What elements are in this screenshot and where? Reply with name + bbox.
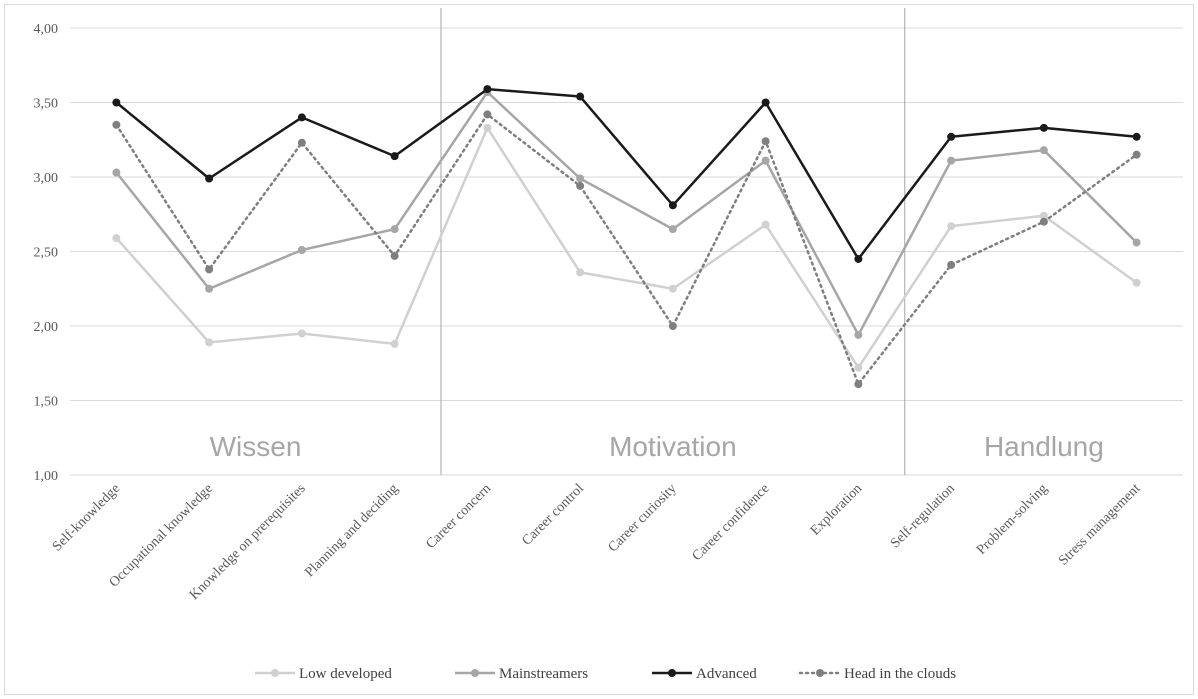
x-tick-label: Exploration [808, 481, 865, 538]
data-point [947, 132, 956, 141]
data-point [576, 174, 585, 183]
x-tick-label: Occupational knowledge [107, 481, 216, 590]
series-mainstreamers [112, 88, 1141, 339]
data-point [1039, 146, 1048, 155]
data-point [668, 322, 677, 330]
x-tick-label: Self-regulation [888, 481, 958, 551]
data-point [112, 120, 121, 129]
data-point [1132, 150, 1141, 159]
legend-item-low-developed: Low developed [255, 666, 392, 682]
legend-swatch-marker [668, 669, 676, 677]
section-label-wissen: Wissen [210, 431, 302, 462]
data-point [761, 137, 770, 146]
data-point [854, 330, 863, 339]
data-point [1039, 217, 1048, 226]
legend-item-advanced: Advanced [652, 666, 757, 682]
y-tick-label: 1,50 [34, 395, 59, 410]
legend-label: Low developed [299, 666, 392, 682]
data-point [854, 380, 863, 389]
gridlines [70, 27, 1183, 476]
data-point [205, 284, 214, 293]
y-axis-tick-labels: 1,00 1,50 2,00 2,50 3,00 3,50 4,00 [34, 22, 59, 484]
data-point [668, 225, 677, 234]
series-line [115, 126, 1138, 369]
section-label-motivation: Motivation [609, 431, 737, 462]
x-tick-label: Planning and deciding [302, 481, 401, 580]
legend-item-head-in-the-clouds: Head in the clouds [798, 666, 956, 682]
x-tick-label: Career curiosity [606, 481, 680, 555]
data-point [390, 225, 399, 234]
data-point [668, 284, 677, 293]
data-point [576, 268, 585, 277]
y-tick-label: 3,00 [34, 171, 59, 186]
data-point [854, 363, 863, 372]
data-point [297, 113, 306, 122]
data-point [483, 85, 492, 94]
y-tick-label: 2,00 [34, 320, 59, 335]
data-point [1039, 123, 1048, 132]
series-line [115, 90, 1138, 337]
series-low-developed [112, 123, 1141, 372]
legend-label: Head in the clouds [844, 666, 956, 682]
section-labels: Wissen Motivation Handlung [210, 431, 1104, 462]
section-dividers [440, 8, 906, 475]
legend-label: Advanced [696, 666, 757, 682]
data-point [112, 234, 121, 243]
data-point [297, 138, 306, 147]
data-point [205, 338, 214, 347]
legend-swatch-marker [471, 669, 479, 677]
data-point [1132, 278, 1141, 287]
series-head-in-the-clouds [112, 110, 1141, 389]
data-point [112, 168, 121, 177]
data-point [297, 246, 306, 255]
data-point [576, 92, 585, 101]
data-point [205, 265, 214, 274]
x-tick-label: Career control [519, 481, 587, 549]
x-tick-label: Problem-solving [974, 481, 1051, 558]
y-tick-label: 1,00 [34, 469, 59, 484]
legend-swatch-marker [271, 669, 279, 677]
data-point [205, 174, 214, 183]
series-advanced [112, 85, 1141, 263]
data-point [390, 152, 399, 161]
data-point [761, 220, 770, 229]
y-tick-label: 2,50 [34, 246, 59, 261]
data-point [668, 201, 677, 210]
data-point [947, 156, 956, 165]
section-label-handlung: Handlung [984, 431, 1104, 462]
data-point [483, 123, 492, 132]
data-point [297, 329, 306, 338]
data-point [1132, 238, 1141, 247]
x-tick-label: Career confidence [690, 481, 773, 564]
legend-label: Mainstreamers [499, 666, 588, 682]
data-point [761, 156, 770, 165]
y-tick-label: 4,00 [34, 22, 59, 37]
legend-item-mainstreamers: Mainstreamers [455, 666, 588, 682]
legend: Low developed Mainstreamers Advanced Head i… [255, 666, 956, 682]
legend-swatch-marker [816, 669, 824, 677]
data-point [947, 260, 956, 269]
y-tick-label: 3,50 [34, 97, 59, 112]
data-point [947, 222, 956, 231]
data-point [761, 98, 770, 107]
data-point [390, 251, 399, 260]
x-tick-label: Self-knowledge [50, 481, 123, 554]
x-tick-label: Stress management [1056, 481, 1143, 568]
series-line [115, 87, 1137, 261]
data-point [483, 110, 492, 119]
data-point [576, 181, 585, 190]
data-point [854, 254, 863, 263]
x-tick-label: Career concern [423, 481, 494, 552]
data-point [1132, 132, 1141, 141]
series-lines [112, 85, 1141, 389]
series-line [115, 113, 1138, 386]
data-point [390, 339, 399, 348]
data-point [1039, 211, 1048, 220]
data-point [112, 98, 121, 107]
